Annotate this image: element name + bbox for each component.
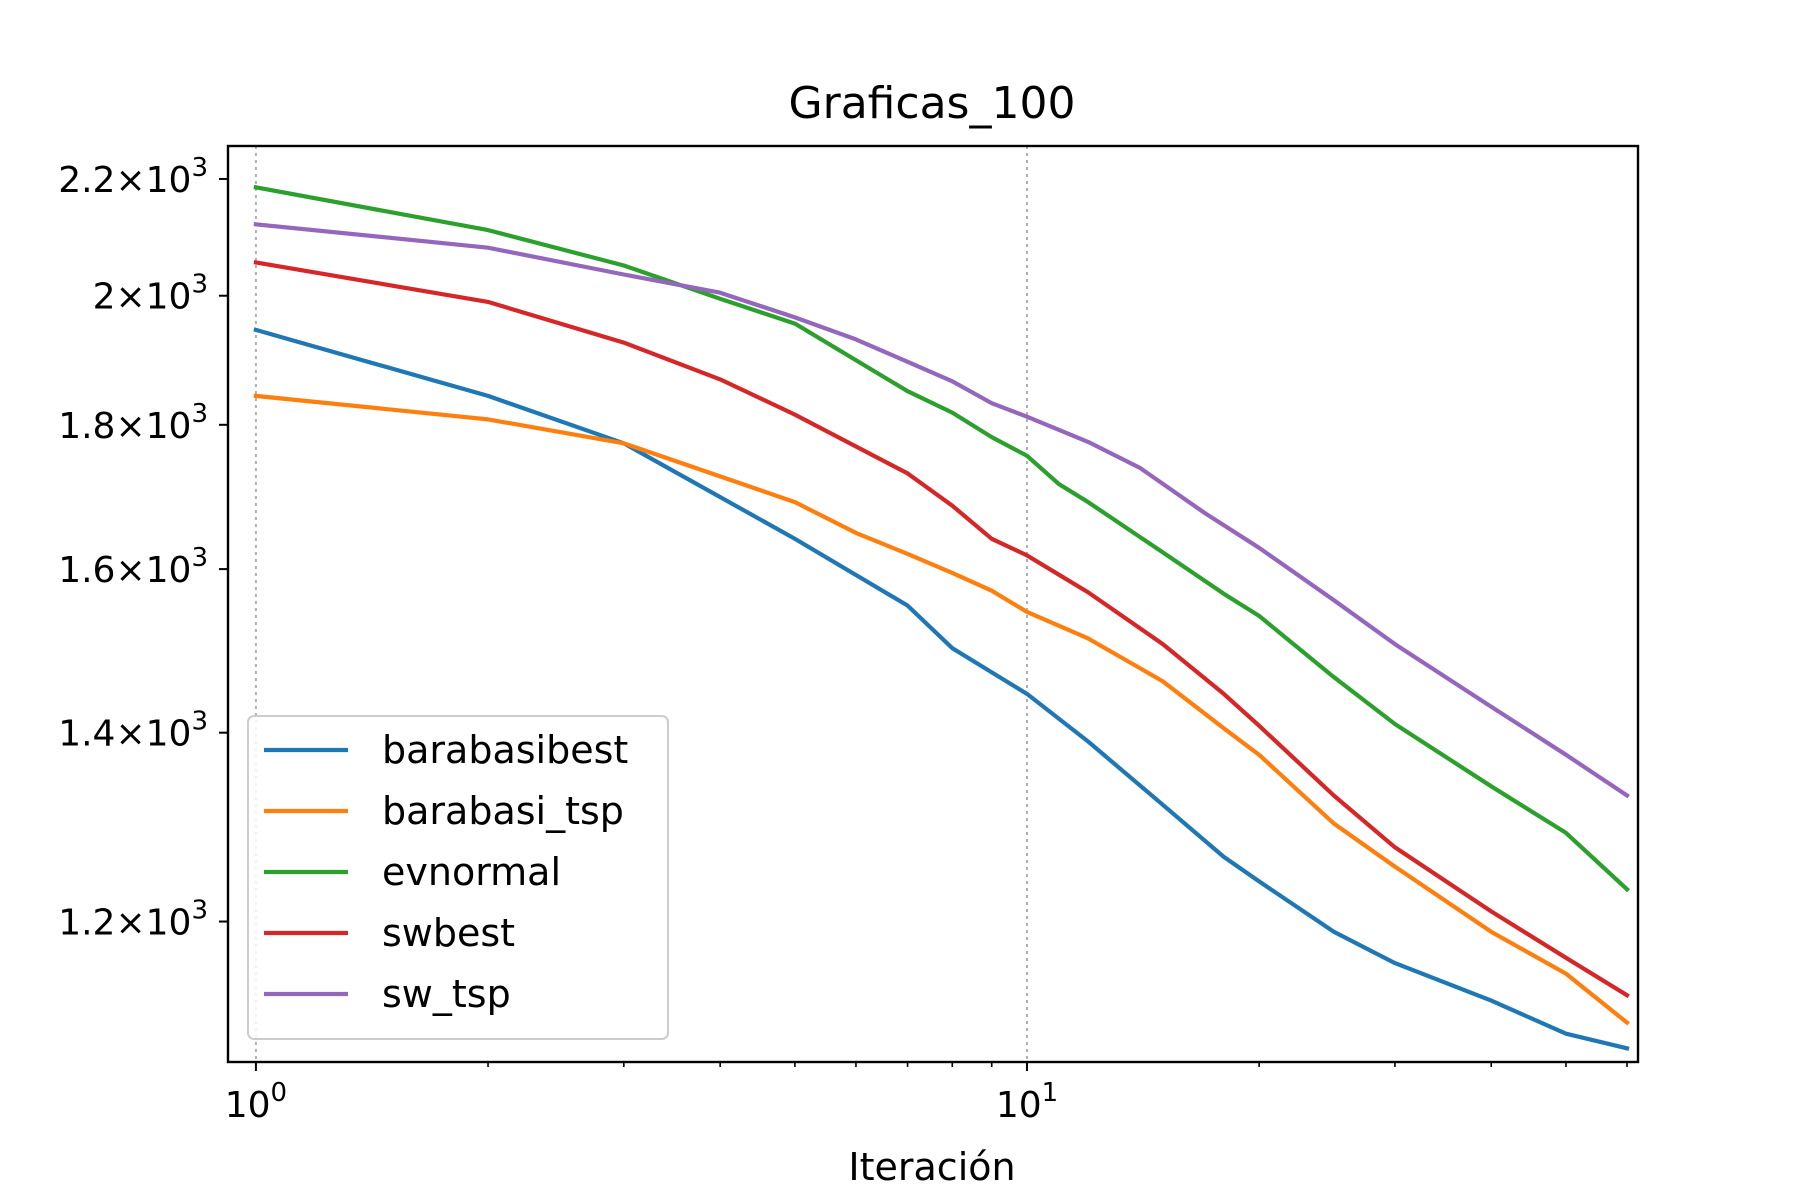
y-tick-label-times: × (115, 903, 145, 944)
x-tick-label: 101 (996, 1078, 1058, 1126)
y-tick-label-times: × (115, 550, 145, 591)
x-tick-label-base: 10 (225, 1085, 271, 1126)
y-tick-label-base: 10 (146, 903, 192, 944)
series-lines (253, 184, 1630, 1051)
y-tick-label-times: × (115, 277, 145, 318)
y-tick-label: 2×103 (93, 270, 208, 318)
y-tick-label-mantissa: 1.8 (58, 406, 115, 447)
y-tick-label-exponent: 3 (191, 153, 208, 183)
y-tick-label-base: 10 (146, 277, 192, 318)
legend-label: evnormal (382, 850, 561, 894)
y-tick-label-exponent: 3 (191, 270, 208, 300)
x-axis-label: Iteración (848, 1145, 1015, 1189)
series-line-barabasibest (253, 327, 1630, 1051)
y-tick-label-mantissa: 2.2 (58, 160, 115, 201)
y-tick-label-base: 10 (146, 160, 192, 201)
series-line-barabasi-tsp (253, 393, 1630, 1026)
y-tick-label-times: × (115, 406, 145, 447)
x-tick-label: 100 (225, 1078, 287, 1126)
y-tick-label: 1.4×103 (58, 707, 208, 755)
y-tick-label-times: × (115, 714, 145, 755)
legend-label: barabasi_tsp (382, 789, 624, 833)
tick-labels: 100 1011.2×1031.4×1031.6×1031.8×1032×1032… (58, 153, 1058, 1126)
y-tick-label: 2.2×103 (58, 153, 208, 201)
y-tick-label-exponent: 3 (191, 896, 208, 926)
y-tick-label-mantissa: 1.2 (58, 903, 115, 944)
legend-box (247, 715, 669, 1040)
chart-title: Graficas_100 (789, 78, 1076, 129)
x-tick-label-exponent: 1 (1042, 1078, 1059, 1108)
y-tick-label-base: 10 (146, 406, 192, 447)
legend-label: sw_tsp (382, 972, 511, 1016)
x-tick-label-base: 10 (996, 1085, 1042, 1126)
legend-label: barabasibest (382, 728, 628, 772)
y-tick-label-mantissa: 1.4 (58, 714, 115, 755)
x-tick-label-exponent: 0 (271, 1078, 288, 1108)
y-tick-label-base: 10 (146, 714, 192, 755)
y-tick-label: 1.8×103 (58, 399, 208, 447)
series-line-sw-tsp (253, 221, 1630, 799)
y-tick-label-base: 10 (146, 550, 192, 591)
plot-frame (226, 144, 1640, 1064)
series-line-swbest (253, 260, 1630, 999)
y-tick-label-exponent: 3 (191, 707, 208, 737)
legend-label: swbest (382, 911, 515, 955)
y-tick-label-times: × (115, 160, 145, 201)
series-line-evnormal (253, 184, 1630, 893)
y-tick-label-exponent: 3 (191, 399, 208, 429)
y-tick-label-mantissa: 2 (93, 277, 116, 318)
legend: barabasibest barabasi_tsp evnormal swbest sw… (247, 715, 669, 1040)
y-tick-label: 1.6×103 (58, 543, 208, 591)
y-tick-label: 1.2×103 (58, 896, 208, 944)
y-tick-label-exponent: 3 (191, 543, 208, 573)
axis-ticks (219, 177, 1628, 1071)
y-tick-label-mantissa: 1.6 (58, 550, 115, 591)
